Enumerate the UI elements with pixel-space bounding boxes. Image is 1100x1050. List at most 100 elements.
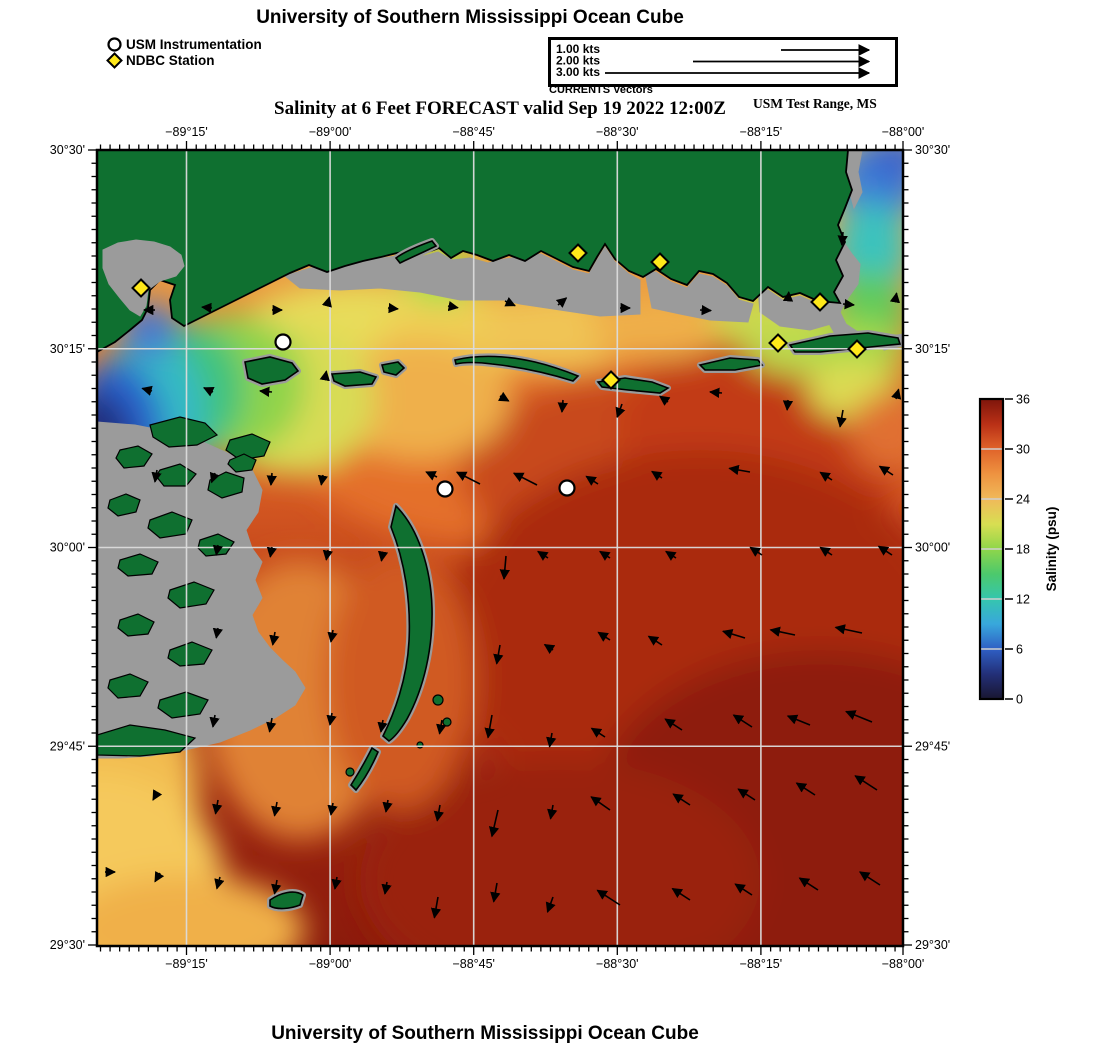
current-arrow [327, 629, 338, 643]
currents-vector-legend: 1.00 kts 2.00 kts 3.00 kts [548, 37, 898, 87]
diamond-icon [106, 51, 123, 69]
islet [345, 767, 355, 777]
y-tick-label: 30°00' [50, 541, 85, 555]
current-arrow [266, 546, 278, 558]
marsh-patch [117, 553, 159, 577]
plot-subtitle: Salinity at 6 Feet FORECAST valid Sep 19… [274, 98, 726, 119]
current-vectors [105, 231, 902, 919]
barrier-island [244, 356, 300, 385]
y-tick-label: 29°30' [50, 938, 85, 952]
current-arrow [266, 472, 277, 486]
current-arrow [585, 475, 599, 486]
salinity-blob [325, 550, 475, 810]
x-tick-label: −89°15' [165, 957, 208, 971]
current-arrow [749, 546, 763, 557]
current-arrow [837, 231, 848, 246]
current-arrow [699, 304, 713, 316]
legend-row-usm: USM Instrumentation [106, 36, 262, 52]
current-arrow [377, 550, 389, 562]
x-tick-label: −89°15' [165, 125, 208, 139]
current-arrow [769, 626, 796, 637]
current-arrow [319, 370, 330, 382]
land-layer [97, 150, 903, 912]
x-tick-label: −88°15' [740, 125, 783, 139]
usm-station-circle [274, 333, 292, 351]
grid-lines [97, 150, 903, 946]
current-arrow [331, 876, 342, 890]
current-arrow [672, 793, 691, 806]
current-arrow [493, 644, 504, 665]
current-arrow [737, 788, 756, 801]
barrier-island [382, 504, 433, 742]
barrier-island [349, 746, 379, 792]
x-tick-label: −88°00' [882, 125, 925, 139]
current-arrow [151, 469, 162, 483]
islet [432, 694, 444, 706]
current-arrow [782, 399, 794, 411]
marsh-patch [225, 433, 271, 461]
current-arrow [537, 550, 549, 561]
current-arrow [664, 718, 683, 731]
current-arrow [798, 877, 819, 891]
dry-cells [644, 271, 754, 323]
current-arrow [555, 297, 568, 308]
y-tick-label: 29°45' [50, 739, 85, 753]
colorbar-tick-label: 24 [1016, 493, 1030, 507]
current-arrow [546, 732, 557, 748]
current-arrow [709, 387, 723, 398]
current-arrow [201, 302, 213, 314]
current-arrow [212, 544, 224, 556]
islet [416, 741, 424, 749]
current-arrow [545, 896, 556, 914]
current-arrow [504, 296, 516, 307]
ndbc-station-diamond [768, 333, 788, 353]
current-arrow [387, 302, 399, 314]
colorbar-border [978, 397, 1005, 701]
y-tick-label: 29°45' [915, 739, 950, 753]
current-arrow [728, 464, 751, 476]
current-arrow [317, 474, 329, 486]
salinity-blob [868, 150, 903, 184]
bay-dry-area [102, 239, 185, 317]
current-arrow [209, 471, 220, 484]
ndbc-station-diamond [650, 252, 670, 272]
current-arrow [596, 889, 621, 906]
usm-station-circle [436, 480, 454, 498]
current-arrow [266, 717, 277, 733]
ndbc-station-diamond [810, 292, 830, 312]
x-tick-label: −88°15' [740, 957, 783, 971]
current-arrow [209, 714, 220, 728]
current-arrow [547, 804, 558, 820]
current-arrow [141, 385, 153, 396]
salinity-blob [97, 875, 305, 946]
currents-legend-canvas: 1.00 kts 2.00 kts 3.00 kts [556, 42, 871, 79]
salinity-blob [360, 760, 760, 946]
current-arrow [430, 896, 442, 919]
current-arrow [615, 403, 626, 419]
current-arrow [436, 719, 447, 735]
current-arrow [322, 549, 334, 561]
current-arrow [271, 801, 282, 817]
x-tick-label: −89°00' [309, 957, 352, 971]
marsh-patch [107, 673, 149, 699]
x-tick-label: −88°45' [452, 957, 495, 971]
current-arrow [889, 292, 901, 304]
circle-icon [107, 36, 122, 52]
current-arrow [212, 799, 223, 815]
current-arrow [271, 879, 282, 895]
current-arrow [433, 804, 444, 822]
current-arrow [658, 395, 671, 406]
current-arrow [819, 471, 833, 482]
y-tick-label: 29°30' [915, 938, 950, 952]
barrier-island [454, 355, 580, 382]
marsh-patch [107, 493, 141, 517]
current-arrow [590, 727, 606, 738]
barrier-island [394, 240, 438, 265]
current-arrow [382, 799, 393, 813]
current-arrow [819, 546, 833, 557]
usm-station-circle [558, 479, 576, 497]
x-tick-label: −89°00' [309, 125, 352, 139]
current-arrow [722, 629, 746, 639]
current-arrow [782, 290, 794, 302]
